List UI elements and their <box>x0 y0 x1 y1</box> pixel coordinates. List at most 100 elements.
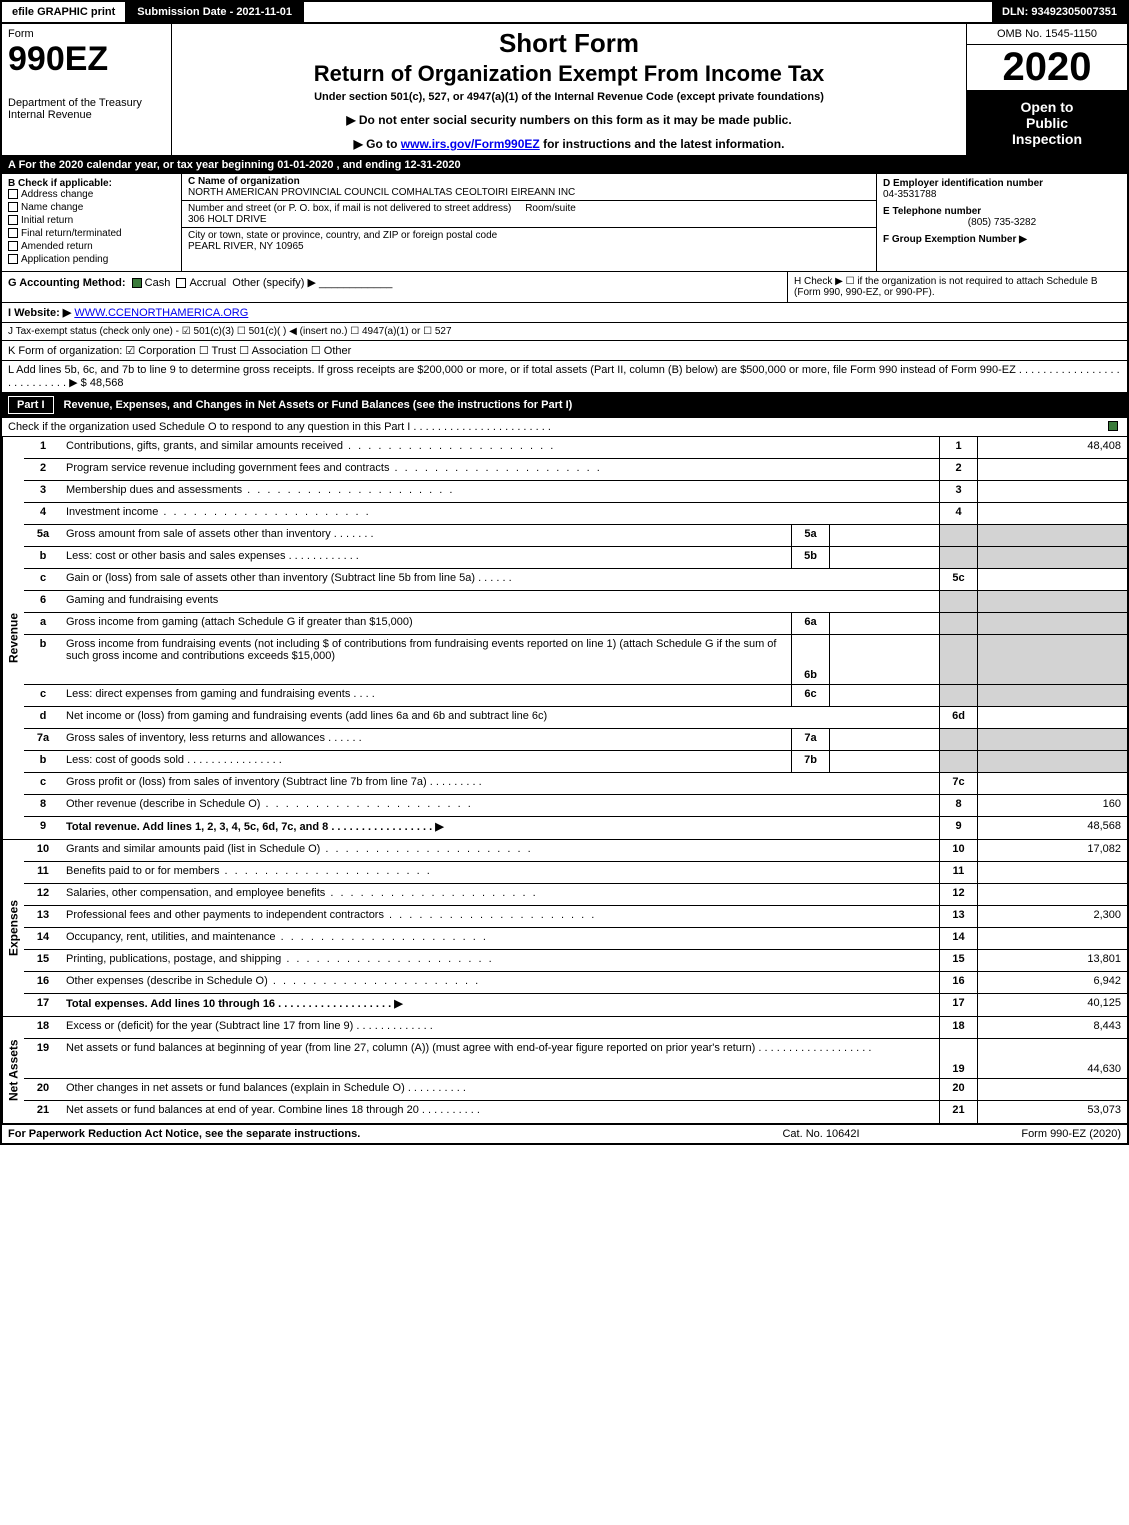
line-3-desc: Membership dues and assessments <box>62 481 939 502</box>
line-10-desc: Grants and similar amounts paid (list in… <box>62 840 939 861</box>
line-20-desc: Other changes in net assets or fund bala… <box>62 1079 939 1100</box>
line-7a-val <box>829 729 939 750</box>
line-5a-sub: 5a <box>791 525 829 546</box>
line-17-num: 17 <box>24 994 62 1016</box>
line-6-shade-amt <box>977 591 1127 612</box>
street-label: Number and street (or P. O. box, if mail… <box>188 203 511 214</box>
form-word: Form <box>8 28 165 40</box>
line-5b-num: b <box>24 547 62 568</box>
line-20-amt <box>977 1079 1127 1100</box>
line-16-desc: Other expenses (describe in Schedule O) <box>62 972 939 993</box>
row-a-tax-year: A For the 2020 calendar year, or tax yea… <box>0 157 1129 174</box>
line-4-desc: Investment income <box>62 503 939 524</box>
line-8-amt: 160 <box>977 795 1127 816</box>
line-21-col: 21 <box>939 1101 977 1123</box>
check-schedule-o[interactable] <box>1108 421 1118 431</box>
check-initial-return[interactable]: Initial return <box>8 215 175 226</box>
line-14-num: 14 <box>24 928 62 949</box>
line-13-col: 13 <box>939 906 977 927</box>
irs-link[interactable]: www.irs.gov/Form990EZ <box>401 137 540 151</box>
line-6d-num: d <box>24 707 62 728</box>
line-14-col: 14 <box>939 928 977 949</box>
line-5b-shade <box>939 547 977 568</box>
line-12-desc: Salaries, other compensation, and employ… <box>62 884 939 905</box>
line-19-num: 19 <box>24 1039 62 1078</box>
footer-form-id: Form 990-EZ (2020) <box>921 1128 1121 1140</box>
open-line-2: Public <box>971 115 1123 131</box>
check-final-return[interactable]: Final return/terminated <box>8 228 175 239</box>
line-9-amt: 48,568 <box>977 817 1127 839</box>
line-19-amt: 44,630 <box>977 1039 1127 1078</box>
line-7b-desc: Less: cost of goods sold . . . . . . . .… <box>62 751 791 772</box>
line-7c-col: 7c <box>939 773 977 794</box>
row-j: J Tax-exempt status (check only one) - ☑… <box>0 323 1129 341</box>
line-12-amt <box>977 884 1127 905</box>
row-l-text: L Add lines 5b, 6c, and 7b to line 9 to … <box>8 364 1120 389</box>
line-1-desc: Contributions, gifts, grants, and simila… <box>62 437 939 458</box>
line-2-desc: Program service revenue including govern… <box>62 459 939 480</box>
line-13-amt: 2,300 <box>977 906 1127 927</box>
line-12-col: 12 <box>939 884 977 905</box>
line-5b-sub: 5b <box>791 547 829 568</box>
part-1-sub-text: Check if the organization used Schedule … <box>8 421 1108 433</box>
line-15-num: 15 <box>24 950 62 971</box>
line-10-amt: 17,082 <box>977 840 1127 861</box>
check-name-change[interactable]: Name change <box>8 202 175 213</box>
efile-print-button[interactable]: efile GRAPHIC print <box>2 2 127 22</box>
line-16-amt: 6,942 <box>977 972 1127 993</box>
line-5c-amt <box>977 569 1127 590</box>
check-cash[interactable] <box>132 278 142 288</box>
line-7a-shade-amt <box>977 729 1127 750</box>
city-block: City or town, state or province, country… <box>182 228 876 254</box>
line-1-col: 1 <box>939 437 977 458</box>
line-18-col: 18 <box>939 1017 977 1038</box>
vlabel-expenses: Expenses <box>2 840 24 1016</box>
org-name-block: C Name of organization NORTH AMERICAN PR… <box>182 174 876 201</box>
open-line-3: Inspection <box>971 131 1123 147</box>
line-6c-sub: 6c <box>791 685 829 706</box>
row-k: K Form of organization: ☑ Corporation ☐ … <box>0 341 1129 361</box>
website-link[interactable]: WWW.CCENORTHAMERICA.ORG <box>74 307 248 319</box>
line-7c-num: c <box>24 773 62 794</box>
city-value: PEARL RIVER, NY 10965 <box>188 241 304 252</box>
dept-treasury: Department of the Treasury <box>8 97 165 109</box>
vlabel-netassets: Net Assets <box>2 1017 24 1123</box>
header-right: OMB No. 1545-1150 2020 Open to Public In… <box>967 24 1127 155</box>
check-application-pending[interactable]: Application pending <box>8 254 175 265</box>
row-g: G Accounting Method: Cash Accrual Other … <box>2 272 787 302</box>
form-code: 990EZ <box>8 40 165 79</box>
e-label: E Telephone number <box>883 206 1121 217</box>
b-label: B Check if applicable: <box>8 178 175 189</box>
submission-date-button[interactable]: Submission Date - 2021-11-01 <box>127 2 304 22</box>
line-12-num: 12 <box>24 884 62 905</box>
line-11-num: 11 <box>24 862 62 883</box>
line-10-col: 10 <box>939 840 977 861</box>
check-application-pending-label: Application pending <box>21 254 108 265</box>
line-3-col: 3 <box>939 481 977 502</box>
line-10-num: 10 <box>24 840 62 861</box>
line-5b-desc: Less: cost or other basis and sales expe… <box>62 547 791 568</box>
line-7b-sub: 7b <box>791 751 829 772</box>
line-5c-desc: Gain or (loss) from sale of assets other… <box>62 569 939 590</box>
line-20-num: 20 <box>24 1079 62 1100</box>
form-header: Form 990EZ Department of the Treasury In… <box>0 24 1129 157</box>
page-footer: For Paperwork Reduction Act Notice, see … <box>0 1125 1129 1145</box>
line-2-col: 2 <box>939 459 977 480</box>
line-6c-shade-amt <box>977 685 1127 706</box>
part-1-label: Part I <box>8 396 54 414</box>
check-name-change-label: Name change <box>21 202 83 213</box>
col-def: D Employer identification number 04-3531… <box>877 174 1127 271</box>
instruction-2: ▶ Go to www.irs.gov/Form990EZ for instru… <box>178 137 960 151</box>
street-value: 306 HOLT DRIVE <box>188 214 267 225</box>
city-label: City or town, state or province, country… <box>188 230 497 241</box>
check-accrual[interactable] <box>176 278 186 288</box>
line-6a-shade <box>939 613 977 634</box>
check-address-change[interactable]: Address change <box>8 189 175 200</box>
line-6a-shade-amt <box>977 613 1127 634</box>
line-8-desc: Other revenue (describe in Schedule O) <box>62 795 939 816</box>
line-16-num: 16 <box>24 972 62 993</box>
instruction-1: ▶ Do not enter social security numbers o… <box>178 113 960 127</box>
tax-year: 2020 <box>967 45 1127 91</box>
check-amended-return[interactable]: Amended return <box>8 241 175 252</box>
line-5c-col: 5c <box>939 569 977 590</box>
